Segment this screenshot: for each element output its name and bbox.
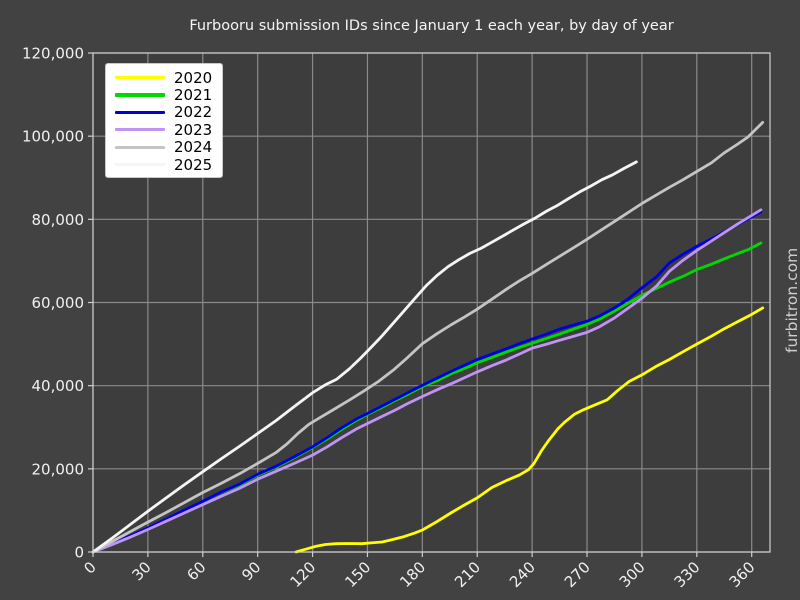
series-line-2024 — [91, 121, 765, 554]
legend-swatch-2024 — [115, 145, 165, 149]
legend-item-2020: 2020 — [106, 68, 222, 87]
legend-label-2024: 2024 — [174, 138, 213, 157]
legend-item-2021: 2021 — [106, 86, 222, 105]
legend-item-2023: 2023 — [106, 120, 222, 139]
x-tick-label-360: 360 — [726, 558, 759, 591]
watermark-text: furbitron.com — [783, 247, 800, 353]
legend-label-2023: 2023 — [174, 120, 213, 139]
chart-title: Furbooru submission IDs since January 1 … — [189, 18, 674, 34]
y-tick-label-80000: 80,000 — [32, 211, 85, 229]
x-tick-label-60: 60 — [183, 558, 209, 584]
x-tick-label-30: 30 — [128, 558, 154, 584]
series-line-2020 — [294, 306, 765, 554]
y-tick-labels: 0 20,000 40,000 60,000 80,000 100,000 120,000 — [22, 45, 84, 562]
legend-item-2022: 2022 — [106, 103, 222, 122]
x-tick-label-180: 180 — [396, 558, 429, 591]
axis-ticks — [88, 52, 753, 557]
legend-item-2025: 2025 — [106, 155, 222, 174]
legend-label-2025: 2025 — [174, 155, 213, 174]
series-line-2022 — [91, 210, 763, 554]
legend-swatch-2021 — [115, 93, 165, 97]
y-tick-label-20000: 20,000 — [32, 460, 85, 478]
series-line-2025 — [91, 160, 638, 554]
x-tick-label-210: 210 — [451, 558, 484, 591]
x-tick-label-300: 300 — [616, 558, 649, 591]
x-tick-label-150: 150 — [341, 558, 374, 591]
x-tick-label-90: 90 — [238, 558, 264, 584]
x-tick-labels: 0 30 60 90 120 150 180 210 240 270 300 330 360 — [80, 558, 758, 591]
x-tick-label-330: 330 — [671, 558, 704, 591]
y-tick-label-0: 0 — [74, 544, 84, 562]
y-tick-label-120000: 120,000 — [22, 45, 84, 63]
legend-swatch-2025 — [115, 163, 165, 167]
legend-label-2021: 2021 — [174, 86, 213, 105]
legend-swatch-2022 — [115, 110, 165, 115]
legend-label-2020: 2020 — [174, 68, 213, 87]
legend-item-2024: 2024 — [106, 138, 222, 157]
x-tick-label-120: 120 — [286, 558, 319, 591]
legend-swatch-2020 — [115, 76, 165, 80]
legend: 2020 2021 2022 2023 2024 2025 — [105, 63, 223, 179]
legend-swatch-2023 — [115, 128, 165, 132]
series-line-2023 — [91, 208, 763, 554]
y-tick-label-100000: 100,000 — [22, 128, 84, 146]
y-tick-label-40000: 40,000 — [32, 377, 85, 395]
series-lines — [91, 121, 765, 554]
x-tick-label-270: 270 — [561, 558, 594, 591]
y-tick-label-60000: 60,000 — [32, 294, 85, 312]
legend-label-2022: 2022 — [174, 103, 213, 122]
x-tick-label-240: 240 — [506, 558, 539, 591]
